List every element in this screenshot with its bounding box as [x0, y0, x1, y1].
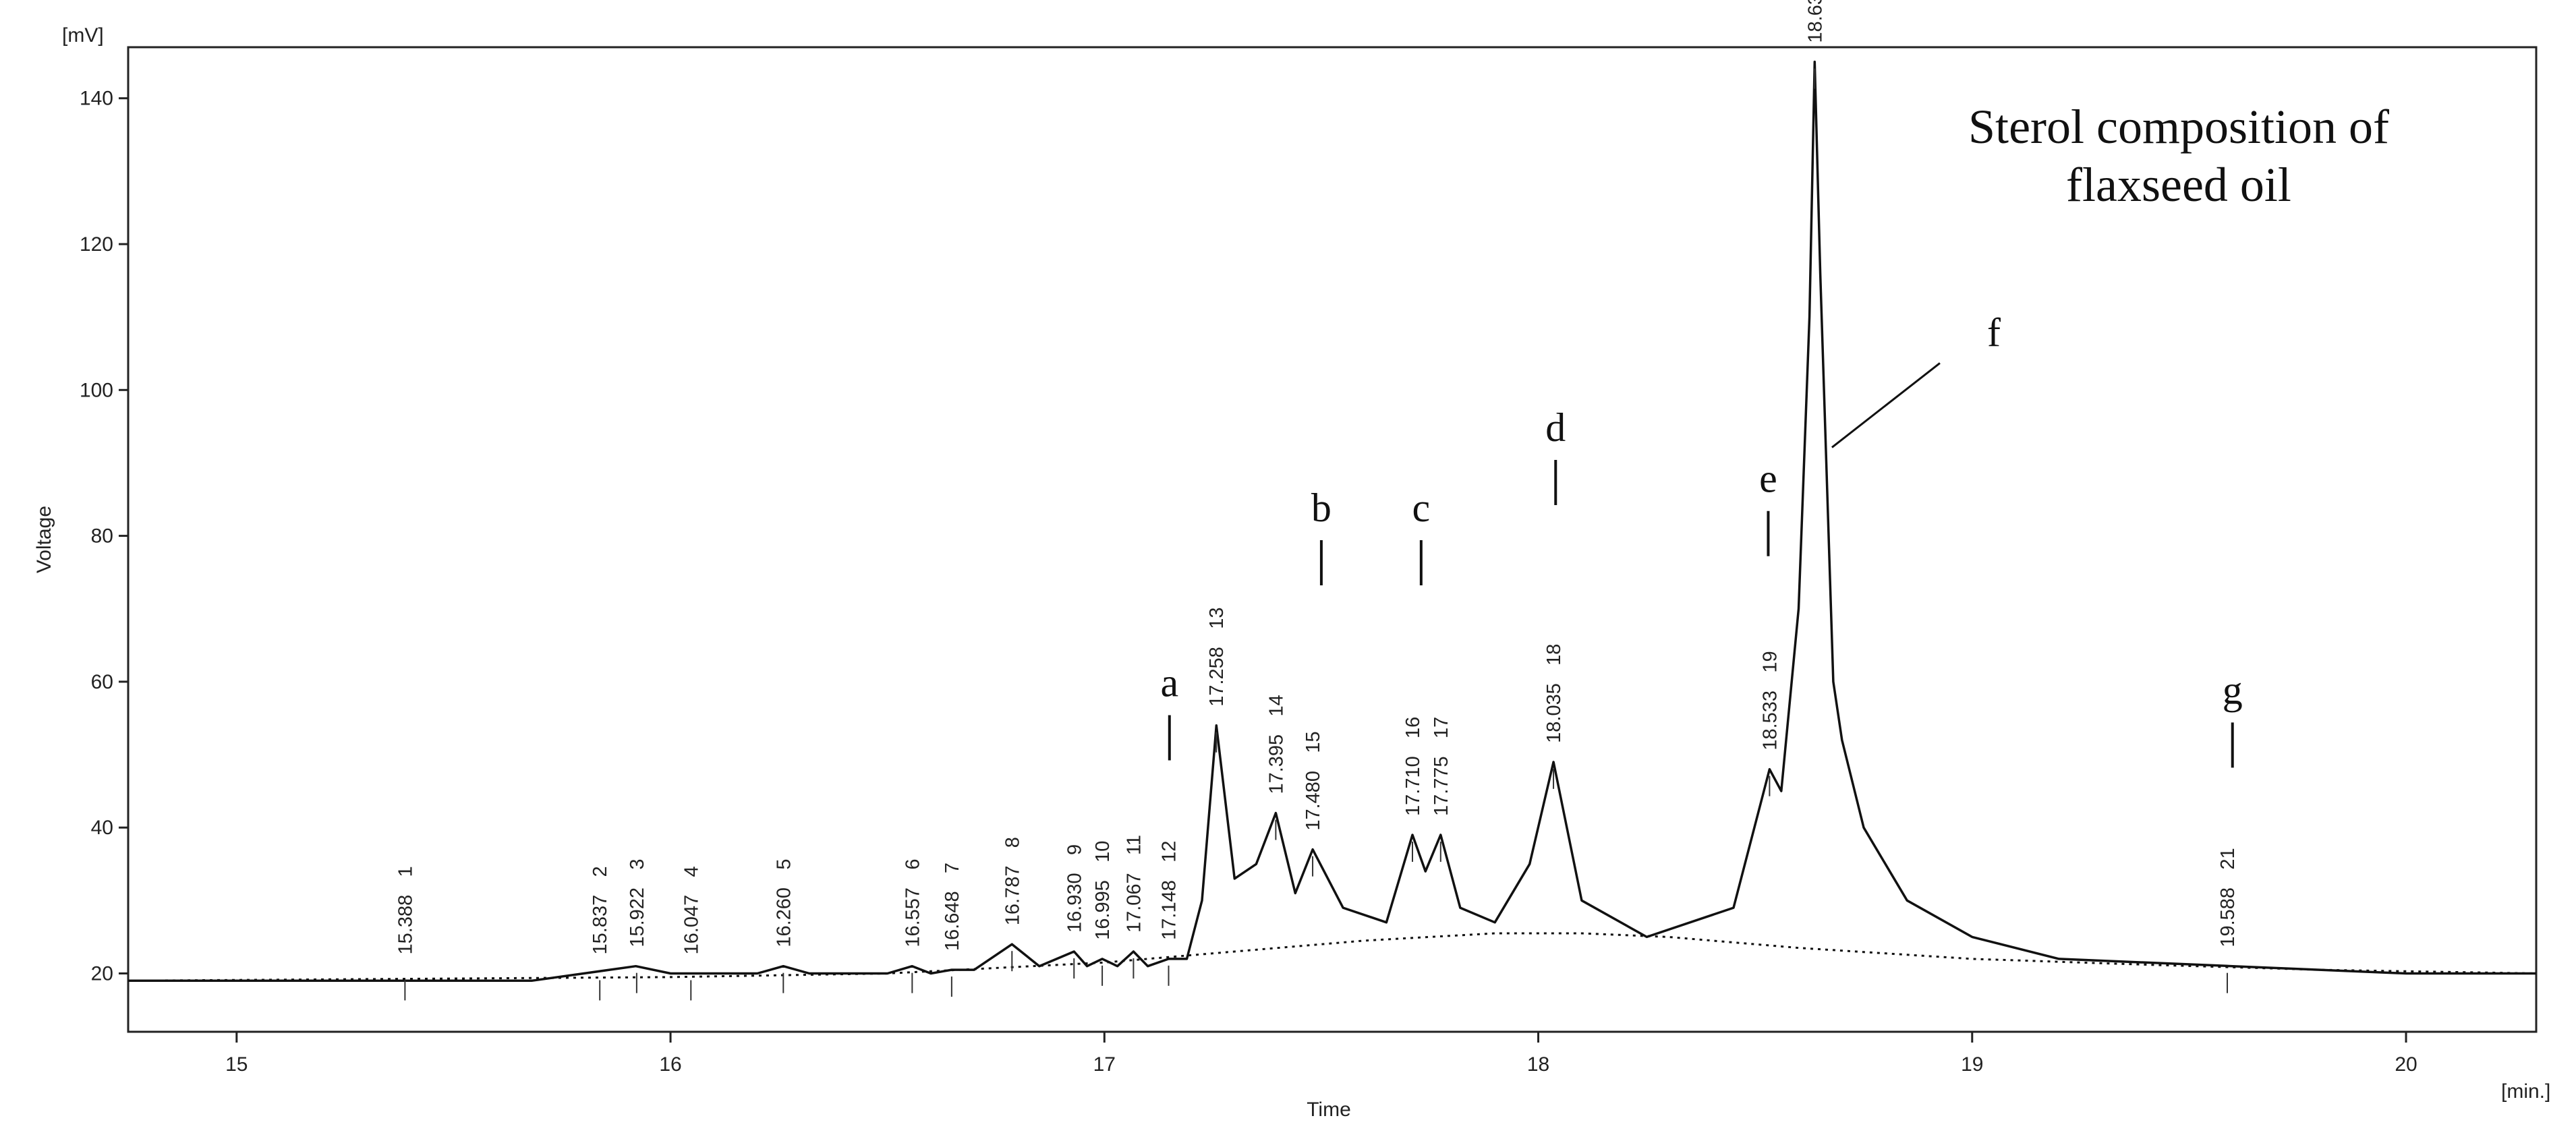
peak-time-label: 16.930 [1064, 873, 1085, 933]
plot-frame [127, 46, 2538, 1033]
y-tick-label: 140 [80, 88, 113, 110]
peak-time-label: 17.775 [1431, 756, 1452, 816]
peak-number-label: 15 [1303, 731, 1324, 753]
peak-time-label: 16.047 [681, 895, 702, 955]
peak-number-label: 21 [2217, 848, 2239, 869]
x-tick-label: 16 [659, 1053, 681, 1076]
peak-number-label: 1 [395, 866, 416, 877]
y-tick-label: 40 [91, 817, 113, 839]
peak-time-label: 17.148 [1158, 880, 1180, 940]
annotation-letter: e [1759, 457, 1777, 501]
annotation-letter: c [1412, 486, 1431, 530]
x-tick-label: 17 [1093, 1053, 1116, 1076]
peak-time-label: 16.260 [773, 887, 795, 947]
peak-time-label: 19.588 [2217, 887, 2239, 947]
chromatogram-series [127, 60, 2537, 983]
peak-time-label: 17.067 [1123, 873, 1145, 933]
chart-title-line: Sterol composition of [1968, 100, 2389, 154]
y-tick-label: 20 [91, 962, 113, 985]
y-tick-label: 80 [91, 525, 113, 548]
peak-time-label: 16.648 [942, 891, 963, 951]
x-tick-label: 18 [1527, 1053, 1549, 1076]
peak-number-label: 3 [627, 859, 648, 870]
peak-number-label: 14 [1265, 695, 1287, 716]
peak-labels: 15.388 1 15.837 2 15.922 3 16.047 4 16.260 5 16.55… [395, 0, 2239, 1001]
x-axis-label: Time [1307, 1099, 1351, 1121]
chart-title-line: flaxseed oil [2066, 158, 2291, 212]
peak-time-label: 15.922 [627, 887, 648, 947]
peak-number-label: 19 [1759, 651, 1781, 672]
peak-time-label: 16.787 [1002, 866, 1023, 926]
peak-time-label: 15.837 [590, 895, 611, 955]
peak-number-label: 4 [681, 866, 702, 877]
x-tick-label: 15 [225, 1053, 248, 1076]
baseline-dotted-line [127, 932, 2537, 982]
peak-time-label: 17.480 [1303, 771, 1324, 831]
peak-time-label: 18.637 [1804, 0, 1826, 43]
peak-number-label: 6 [902, 859, 923, 870]
y-unit-label: [mV] [62, 24, 104, 47]
peak-number-label: 12 [1158, 841, 1180, 863]
y-tick-label: 100 [80, 379, 113, 401]
peak-time-label: 17.395 [1265, 734, 1287, 794]
peak-number-label: 11 [1123, 835, 1145, 855]
peak-time-label: 18.035 [1543, 683, 1565, 743]
y-tick-label: 120 [80, 233, 113, 256]
chart-title: Sterol composition of flaxseed oil [1968, 100, 2389, 212]
peak-time-label: 18.533 [1759, 691, 1781, 751]
peak-number-label: 10 [1092, 841, 1114, 863]
peak-time-label: 16.995 [1092, 880, 1114, 940]
annotation-letter: g [2223, 668, 2243, 712]
x-tick-label: 20 [2395, 1053, 2417, 1076]
peak-number-label: 17 [1431, 717, 1452, 738]
peak-number-label: 7 [942, 863, 963, 873]
peak-number-label: 9 [1064, 844, 1085, 855]
peak-time-label: 17.258 [1206, 647, 1228, 707]
annotation-letter: f [1987, 310, 2001, 355]
y-axis-ticks: 20 40 60 80 100 120 140 [80, 88, 128, 985]
y-axis-label: Voltage [33, 506, 55, 573]
peak-time-label: 16.557 [902, 887, 923, 947]
annotation-letter: d [1545, 405, 1566, 450]
peak-number-label: 16 [1402, 717, 1424, 738]
peak-number-label: 13 [1206, 608, 1228, 629]
annotation-letter: b [1311, 486, 1332, 530]
peak-time-label: 15.388 [395, 895, 416, 955]
chromatogram-trace [128, 60, 2536, 983]
x-axis-ticks: 15 16 17 18 19 20 [225, 1032, 2417, 1076]
annotation-letter: a [1160, 661, 1178, 705]
peak-number-label: 18 [1543, 644, 1565, 666]
y-tick-label: 60 [91, 671, 113, 693]
peak-number-label: 8 [1002, 837, 1023, 848]
annotation-leader [1831, 362, 1941, 448]
x-tick-label: 19 [1961, 1053, 1983, 1076]
peak-number-label: 2 [590, 866, 611, 877]
peak-time-label: 17.710 [1402, 756, 1424, 816]
annotation-letters: a b c d e f g [1160, 310, 2243, 768]
x-unit-label: [min.] [2501, 1080, 2550, 1103]
peak-number-label: 5 [773, 859, 795, 870]
